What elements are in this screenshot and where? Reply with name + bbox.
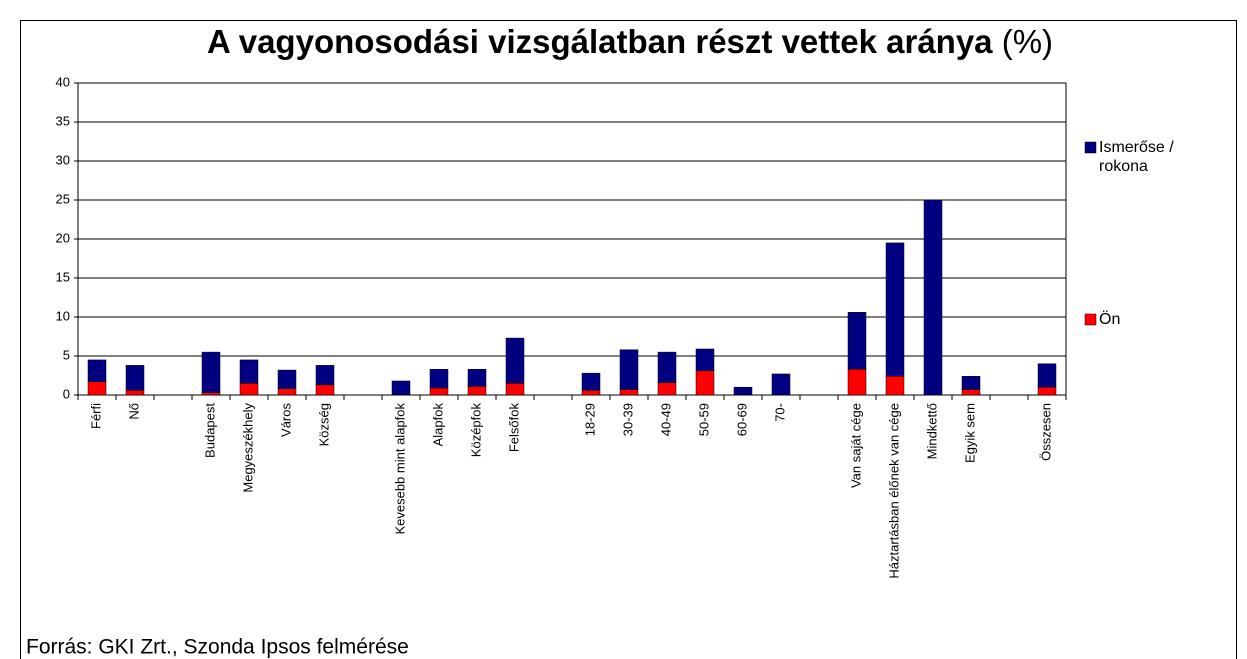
- x-tick-label: Összesen: [1038, 403, 1053, 461]
- bar-segment: [961, 389, 981, 396]
- bar-segment: [505, 383, 525, 396]
- bar-segment: [239, 383, 259, 396]
- x-tick-label: Budapest: [202, 403, 217, 458]
- y-tick-label: 0: [63, 386, 70, 401]
- x-tick-label: 70-: [772, 403, 787, 422]
- bar-segment: [1037, 363, 1057, 388]
- y-tick-label: 25: [56, 191, 70, 206]
- title-suffix: (%): [1002, 23, 1053, 60]
- bar-segment: [391, 380, 411, 396]
- bar-segment: [315, 384, 335, 396]
- bar-segment: [771, 373, 791, 396]
- bar-segment: [125, 365, 145, 391]
- bar-segment: [733, 386, 753, 396]
- x-tick-label: Mindkettő: [924, 403, 939, 459]
- bar-segment: [315, 365, 335, 386]
- x-tick-label: Felsőfok: [506, 403, 521, 453]
- x-tick-label: Megyeszékhely: [240, 403, 255, 493]
- bar-segment: [619, 349, 639, 390]
- y-tick-label: 20: [56, 230, 70, 245]
- bar-segment: [581, 372, 601, 391]
- bar-segment: [885, 376, 905, 396]
- x-tick-label: Középfok: [468, 403, 483, 458]
- bar-segment: [201, 392, 221, 396]
- legend-label: Ön: [1099, 311, 1121, 328]
- x-tick-label: Van saját cége: [848, 403, 863, 488]
- bar-segment: [277, 388, 297, 396]
- bar-segment: [847, 312, 867, 370]
- bar-segment: [695, 370, 715, 396]
- chart-title: A vagyonosodási vizsgálatban részt vette…: [207, 23, 1053, 60]
- bar-segment: [239, 359, 259, 384]
- bar-segment: [619, 389, 639, 396]
- bar-segment: [125, 390, 145, 396]
- bar-segment: [429, 387, 449, 396]
- x-tick-label: Férfi: [88, 403, 103, 429]
- source: Forrás: GKI Zrt., Szonda Ipsos felmérése: [26, 636, 409, 659]
- y-tick-label: 40: [56, 74, 70, 89]
- bar-segment: [87, 381, 107, 396]
- bar-segment: [657, 351, 677, 383]
- y-tick-label: 30: [56, 152, 70, 167]
- bar-segment: [581, 390, 601, 396]
- bar-segment: [201, 351, 221, 393]
- x-tick-label: Város: [278, 403, 293, 437]
- y-tick-label: 35: [56, 113, 70, 128]
- legend-label: Ismerőse / rokona: [1099, 139, 1174, 175]
- x-tick-label: 50-59: [696, 403, 711, 436]
- x-tick-label: Háztartásban élőnek van cége: [886, 403, 901, 579]
- bar-segment: [961, 376, 981, 390]
- y-tick-label: 5: [63, 347, 70, 362]
- x-tick-label: 60-69: [734, 403, 749, 436]
- bar-segment: [467, 369, 487, 387]
- x-tick-label: Egyik sem: [962, 403, 977, 463]
- bar-segment: [429, 369, 449, 389]
- x-tick-label: 30-39: [620, 403, 635, 436]
- bar-segment: [923, 199, 943, 396]
- bar-segment: [505, 337, 525, 384]
- y-tick-label: 15: [56, 269, 70, 284]
- bar-segment: [885, 242, 905, 377]
- x-tick-label: 18-29: [582, 403, 597, 436]
- bar-segment: [467, 386, 487, 396]
- bar-segment: [1037, 386, 1057, 396]
- bar-segment: [695, 348, 715, 372]
- frame: [20, 20, 1237, 659]
- legend-swatch: [1084, 313, 1097, 326]
- x-tick-label: Alapfok: [430, 403, 445, 447]
- x-tick-label: Kevesebb mint alapfok: [392, 403, 407, 535]
- bar-segment: [87, 359, 107, 382]
- y-tick-label: 10: [56, 308, 70, 323]
- bar-segment: [657, 382, 677, 396]
- bar-segment: [847, 369, 867, 396]
- legend-swatch: [1084, 141, 1097, 154]
- x-tick-label: Község: [316, 403, 331, 446]
- title-main: A vagyonosodási vizsgálatban részt vette…: [207, 23, 993, 60]
- x-tick-label: 40-49: [658, 403, 673, 436]
- bar-segment: [277, 369, 297, 390]
- x-tick-label: Nő: [126, 403, 141, 420]
